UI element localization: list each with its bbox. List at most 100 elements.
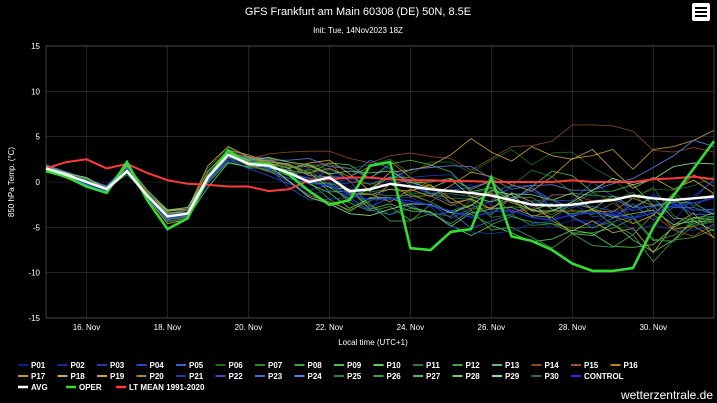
legend-label: P28 xyxy=(466,372,481,381)
legend-label: OPER xyxy=(79,383,102,392)
legend-label: P22 xyxy=(229,372,244,381)
hamburger-menu-icon[interactable] xyxy=(692,3,710,21)
legend-label: P05 xyxy=(189,361,204,370)
legend-label: P07 xyxy=(268,361,283,370)
y-tick-label: 10 xyxy=(31,87,40,96)
legend: P01 P02 P03 P04 P05 P06 P07 P08 P09 P10 P11 P12 P13 P… xyxy=(18,361,638,392)
legend-item-p04: P04 xyxy=(136,361,165,370)
legend-label: P13 xyxy=(505,361,520,370)
legend-label: P29 xyxy=(505,372,520,381)
legend-label: P30 xyxy=(545,372,560,381)
legend-item-p01: P01 xyxy=(18,361,46,370)
legend-label: P26 xyxy=(387,372,402,381)
series-line-p11 xyxy=(45,154,715,223)
legend-item-p19: P19 xyxy=(97,372,125,381)
x-tick-label: 24. Nov xyxy=(397,323,425,332)
legend-label: P14 xyxy=(545,361,560,370)
legend-item-p02: P02 xyxy=(57,361,86,370)
legend-item-p16: P16 xyxy=(610,361,639,370)
legend-item-p21: P21 xyxy=(176,372,204,381)
legend-item-p29: P29 xyxy=(492,372,520,381)
legend-label: P11 xyxy=(426,361,440,370)
series-line-p29 xyxy=(45,153,715,216)
legend-label: P09 xyxy=(347,361,362,370)
legend-item-p07: P07 xyxy=(255,361,283,370)
series-line-p30 xyxy=(45,156,715,242)
x-tick-label: 22. Nov xyxy=(316,323,344,332)
legend-item-p25: P25 xyxy=(334,372,362,381)
legend-label: P19 xyxy=(110,372,125,381)
x-tick-label: 16. Nov xyxy=(73,323,101,332)
legend-item-p14: P14 xyxy=(531,361,560,370)
legend-item-avg: AVG xyxy=(18,383,48,392)
y-axis: 15 10 5 0 -5 -10 -15 xyxy=(28,42,40,323)
y-tick-label: 5 xyxy=(36,133,41,142)
legend-label: CONTROL xyxy=(584,372,624,381)
legend-label: P18 xyxy=(71,372,86,381)
y-tick-label: 15 xyxy=(31,42,40,51)
legend-label: P16 xyxy=(624,361,639,370)
legend-item-p28: P28 xyxy=(452,372,481,381)
legend-label: P24 xyxy=(308,372,323,381)
legend-item-p20: P20 xyxy=(136,372,165,381)
legend-label: P08 xyxy=(308,361,323,370)
legend-item-p26: P26 xyxy=(373,372,402,381)
legend-item-p30: P30 xyxy=(531,372,560,381)
plot-area-frame xyxy=(45,45,715,319)
legend-label: P12 xyxy=(466,361,481,370)
y-tick-label: -15 xyxy=(28,314,40,323)
legend-item-p23: P23 xyxy=(255,372,283,381)
legend-item-p15: P15 xyxy=(571,361,599,370)
legend-label: P03 xyxy=(110,361,125,370)
x-tick-label: 30. Nov xyxy=(639,323,667,332)
y-tick-label: -10 xyxy=(28,269,40,278)
legend-label: P04 xyxy=(150,361,165,370)
legend-item-p13: P13 xyxy=(492,361,520,370)
legend-item-p18: P18 xyxy=(57,372,86,381)
y-axis-label: 850 hPa Temp. (°C) xyxy=(7,147,16,218)
legend-item-p03: P03 xyxy=(97,361,125,370)
legend-label: P06 xyxy=(229,361,244,370)
legend-label: P10 xyxy=(387,361,402,370)
series-line-oper xyxy=(45,140,716,273)
x-tick-label: 18. Nov xyxy=(154,323,182,332)
legend-item-p05: P05 xyxy=(176,361,204,370)
x-axis-label: Local time (UTC+1) xyxy=(338,338,408,347)
watermark: wetterzentrale.de xyxy=(620,388,713,402)
legend-item-p27: P27 xyxy=(413,372,441,381)
legend-label: LT MEAN 1991-2020 xyxy=(129,383,205,392)
legend-item-oper: OPER xyxy=(66,383,102,392)
legend-item-p06: P06 xyxy=(215,361,244,370)
legend-item-p09: P09 xyxy=(334,361,362,370)
legend-label: P20 xyxy=(150,372,165,381)
legend-item-p10: P10 xyxy=(373,361,402,370)
legend-item-p08: P08 xyxy=(294,361,323,370)
legend-label: P02 xyxy=(71,361,86,370)
legend-label: P17 xyxy=(31,372,46,381)
legend-label: P25 xyxy=(347,372,362,381)
series-line-p10 xyxy=(45,162,715,248)
legend-item-control: CONTROL xyxy=(571,372,624,381)
x-axis: 16. Nov 18. Nov 20. Nov 22. Nov 24. Nov 26. N… xyxy=(73,323,667,332)
legend-label: P27 xyxy=(426,372,441,381)
chart-title: GFS Frankfurt am Main 60308 (DE) 50N, 8.… xyxy=(245,6,471,18)
legend-label: P23 xyxy=(268,372,283,381)
legend-label: P01 xyxy=(31,361,46,370)
y-tick-label: 0 xyxy=(36,178,41,187)
chart-subtitle: Init: Tue, 14Nov2023 18Z xyxy=(313,26,403,35)
legend-label: P21 xyxy=(189,372,204,381)
series-line-lt-mean xyxy=(45,158,715,193)
legend-item-p17: P17 xyxy=(18,372,46,381)
legend-item-p22: P22 xyxy=(215,372,244,381)
legend-label: P15 xyxy=(584,361,599,370)
legend-label: AVG xyxy=(31,383,48,392)
x-tick-label: 26. Nov xyxy=(478,323,506,332)
series-line-avg xyxy=(45,153,715,218)
legend-item-p11: P11 xyxy=(413,361,440,370)
legend-item-p12: P12 xyxy=(452,361,481,370)
y-tick-label: -5 xyxy=(33,223,41,232)
series-layer xyxy=(45,124,716,273)
x-tick-label: 28. Nov xyxy=(559,323,587,332)
x-tick-label: 20. Nov xyxy=(235,323,263,332)
